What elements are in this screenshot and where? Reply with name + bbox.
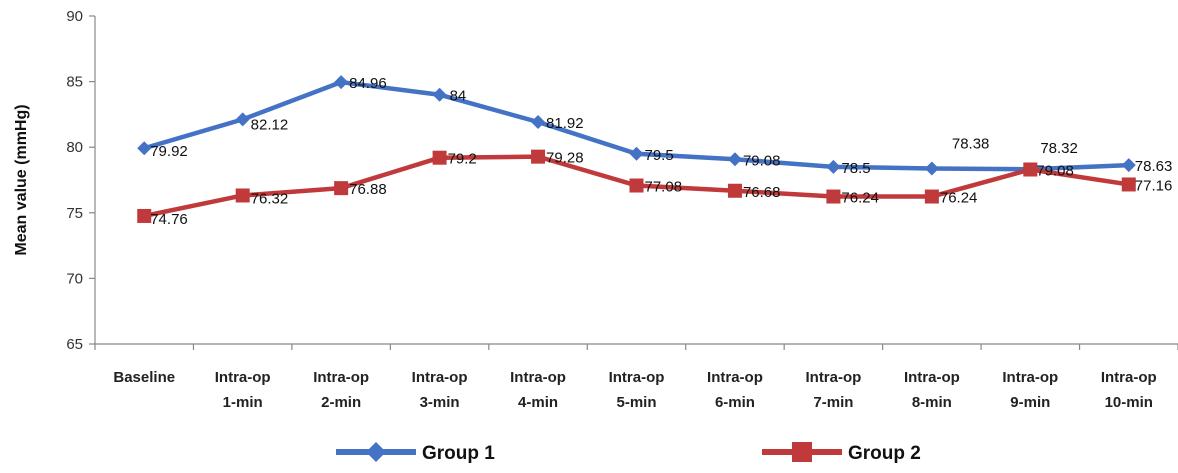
data-label: 77.08	[645, 179, 683, 196]
series-layer	[137, 75, 1136, 223]
x-tick-label-line: Intra-op	[412, 369, 468, 386]
x-tick-label-line: Intra-op	[707, 369, 763, 386]
data-point-marker	[1121, 177, 1136, 192]
data-point-marker	[137, 208, 152, 223]
x-tick-label-line: 7-min	[813, 394, 853, 411]
data-point-marker	[235, 188, 250, 203]
x-tick-label: Intra-op 3-min	[412, 369, 468, 411]
data-point-marker	[826, 189, 841, 204]
data-label: 79.92	[150, 143, 188, 160]
x-tick-label: Intra-op 10-min	[1101, 369, 1157, 411]
data-point-marker	[531, 149, 546, 164]
data-point-marker	[137, 141, 152, 156]
data-point-marker	[334, 75, 349, 90]
x-tick-label: Baseline	[113, 369, 175, 386]
x-tick-label-line: 3-min	[420, 394, 460, 411]
x-tick-label-line: 5-min	[616, 394, 656, 411]
data-point-marker	[432, 87, 447, 102]
x-tick-label-line: Intra-op	[1101, 369, 1157, 386]
data-point-marker	[727, 183, 742, 198]
x-tick-label: Intra-op 6-min	[707, 369, 763, 411]
data-label: 78.32	[1040, 140, 1078, 157]
data-point-marker	[334, 181, 349, 196]
data-label: 74.76	[150, 211, 188, 228]
data-point-marker	[924, 189, 939, 204]
x-tick-label-line: 4-min	[518, 394, 558, 411]
data-label: 78.63	[1135, 158, 1173, 175]
data-point-marker	[531, 115, 546, 130]
x-tick-label: Intra-op 8-min	[904, 369, 960, 411]
legend-label: Group 2	[848, 443, 921, 464]
data-label: 78.5	[841, 160, 870, 177]
x-tick-label: Intra-op 1-min	[215, 369, 271, 411]
y-tick-label: 75	[66, 205, 83, 222]
x-tick-label-line: Baseline	[113, 369, 175, 386]
data-label: 76.24	[940, 190, 978, 207]
x-tick-label-line: Intra-op	[215, 369, 271, 386]
x-tick-label: Intra-op 5-min	[609, 369, 665, 411]
data-label: 76.32	[251, 190, 289, 207]
data-point-marker	[629, 146, 644, 161]
data-point-marker	[235, 112, 250, 127]
data-point-marker	[1121, 158, 1136, 173]
legend: Group 1 Group 2	[336, 442, 921, 464]
data-labels-layer: 79.92 82.12 84.96 84 81.92 79.5 79.08 78.5 78.38…	[150, 75, 1172, 228]
x-tick-label-line: Intra-op	[609, 369, 665, 386]
data-label: 84.96	[349, 75, 387, 92]
x-tick-label-line: 2-min	[321, 394, 361, 411]
y-tick-label: 70	[66, 270, 83, 287]
data-point-marker	[629, 178, 644, 193]
data-label: 76.88	[349, 181, 387, 198]
data-label: 78.38	[952, 135, 990, 152]
data-point-marker	[727, 152, 742, 167]
x-tick-label-line: 1-min	[223, 394, 263, 411]
x-tick-label-line: 10-min	[1105, 394, 1153, 411]
y-tick-label: 90	[66, 8, 83, 25]
data-label: 79.5	[645, 147, 674, 164]
x-tick-label-line: Intra-op	[510, 369, 566, 386]
data-label: 79.08	[743, 152, 781, 169]
data-label: 79.2	[448, 151, 477, 168]
data-label: 81.92	[546, 115, 584, 132]
x-tick-label: Intra-op 7-min	[805, 369, 861, 411]
y-tick-label: 65	[66, 336, 83, 353]
x-tick-label-line: Intra-op	[805, 369, 861, 386]
x-tick-label-line: Intra-op	[1002, 369, 1058, 386]
x-tick-label: Intra-op 4-min	[510, 369, 566, 411]
data-label: 79.08	[1036, 163, 1074, 180]
data-label: 77.16	[1135, 177, 1173, 194]
x-tick-label-line: Intra-op	[904, 369, 960, 386]
legend-marker	[792, 442, 812, 462]
x-tick-label-line: 9-min	[1010, 394, 1050, 411]
data-point-marker	[432, 150, 447, 165]
legend-marker	[366, 442, 386, 462]
data-label: 79.28	[546, 150, 584, 167]
y-axis-label: Mean value (mmHg)	[13, 104, 30, 255]
data-label: 84	[450, 88, 467, 105]
x-tick-label-line: 6-min	[715, 394, 755, 411]
data-point-marker	[924, 161, 939, 176]
data-label: 76.24	[841, 190, 879, 207]
x-tick-label-line: Intra-op	[313, 369, 369, 386]
data-label: 76.68	[743, 184, 781, 201]
data-point-marker	[1023, 162, 1038, 177]
x-tick-label-line: 8-min	[912, 394, 952, 411]
y-tick-label: 85	[66, 74, 83, 91]
x-tick-label: Intra-op 2-min	[313, 369, 369, 411]
data-point-marker	[826, 159, 841, 174]
y-tick-label: 80	[66, 139, 83, 156]
legend-label: Group 1	[422, 443, 495, 464]
x-tick-label: Intra-op 9-min	[1002, 369, 1058, 411]
data-label: 82.12	[251, 116, 289, 133]
